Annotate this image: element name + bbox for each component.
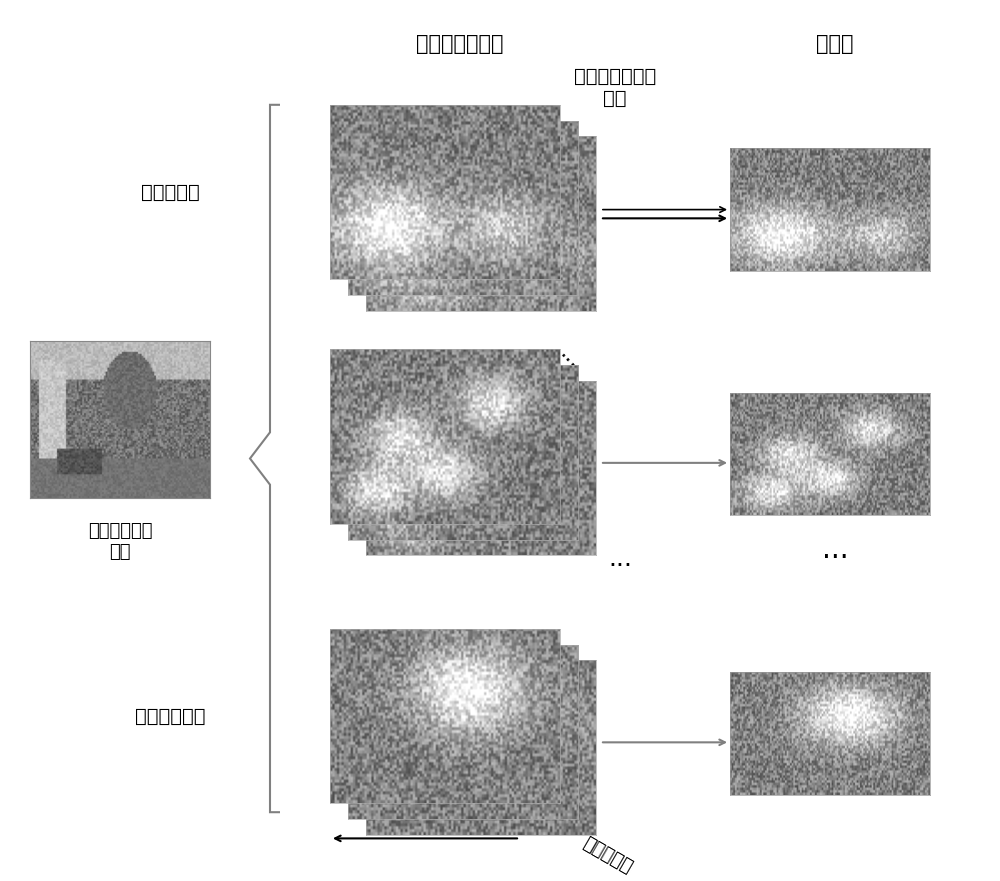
Text: 取多个尺度的最
大值: 取多个尺度的最 大值 [574, 67, 656, 107]
Text: ...: ... [608, 547, 632, 571]
Text: 小汽车模板: 小汽车模板 [141, 182, 199, 202]
Text: 特征图: 特征图 [816, 33, 854, 54]
Text: ...: ... [822, 537, 848, 564]
Text: ...: ... [556, 344, 584, 373]
Text: 物体检测响应图: 物体检测响应图 [416, 33, 504, 54]
Text: 禁止标志模板: 禁止标志模板 [135, 707, 205, 726]
Text: 原始视频里的
一帧: 原始视频里的 一帧 [88, 522, 152, 561]
Text: 检测子尺度: 检测子尺度 [580, 834, 636, 877]
Text: 行人模板: 行人模板 [146, 427, 194, 446]
